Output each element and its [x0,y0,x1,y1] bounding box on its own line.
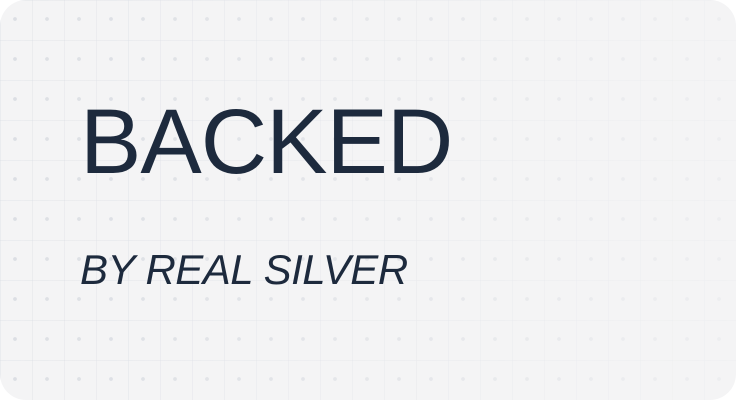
banner-card: BACKED BY REAL SILVER [0,0,736,400]
dot-grid-pattern [0,0,736,400]
subline: BY REAL SILVER [80,246,408,293]
headline: BACKED [80,91,453,193]
